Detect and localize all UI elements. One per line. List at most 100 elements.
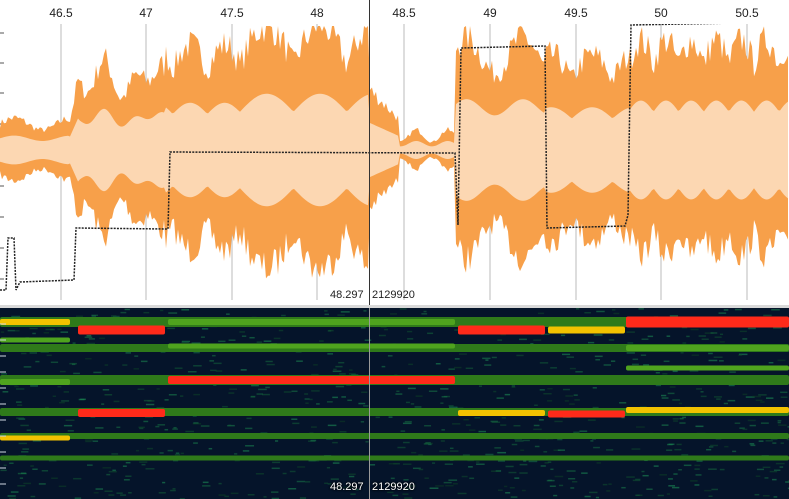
spectrogram-noise bbox=[732, 450, 737, 453]
spectrogram-noise bbox=[596, 310, 605, 313]
spectrogram-noise bbox=[93, 371, 102, 374]
spectrogram-noise bbox=[212, 354, 216, 357]
spectrogram-noise bbox=[390, 313, 397, 315]
spectrogram-sample-readout: 2129920 bbox=[372, 481, 415, 493]
pane-splitter[interactable] bbox=[0, 305, 789, 309]
spectrogram-noise bbox=[674, 448, 682, 451]
spectrogram-noise bbox=[228, 392, 235, 394]
spectrogram-noise bbox=[635, 426, 645, 428]
spectrogram-noise bbox=[160, 351, 166, 353]
spectrogram-noise bbox=[602, 483, 608, 486]
spectrogram-noise bbox=[215, 370, 223, 372]
spectrogram-noise bbox=[332, 370, 342, 373]
spectrogram-pane[interactable] bbox=[0, 308, 789, 499]
spectrogram-noise bbox=[775, 462, 785, 465]
spectrogram-noise bbox=[274, 440, 279, 442]
spectrogram-noise bbox=[167, 449, 173, 452]
spectrogram-noise bbox=[75, 315, 84, 318]
spectrogram-noise bbox=[704, 489, 712, 492]
spectrogram-noise bbox=[667, 443, 673, 446]
spectrogram-noise bbox=[533, 339, 542, 341]
spectrogram-noise bbox=[397, 446, 406, 449]
harmonic-band-hot bbox=[626, 316, 789, 328]
spectrogram-noise bbox=[310, 439, 317, 442]
spectrogram-noise bbox=[694, 464, 701, 467]
ruler-tick-label: 49 bbox=[483, 6, 497, 20]
spectrogram-noise bbox=[646, 488, 653, 490]
spectrogram-noise bbox=[777, 421, 781, 424]
spectrogram-noise bbox=[375, 416, 380, 419]
spectrogram-noise bbox=[704, 332, 714, 334]
spectrogram-noise bbox=[461, 475, 468, 478]
spectrogram-noise bbox=[708, 446, 714, 448]
ruler-tick-label: 48.5 bbox=[392, 6, 416, 20]
spectrogram-noise bbox=[110, 315, 117, 317]
spectrogram-noise bbox=[95, 427, 104, 429]
spectrogram-noise bbox=[390, 477, 395, 480]
spectrogram-noise bbox=[457, 492, 467, 495]
spectrogram-noise bbox=[59, 370, 66, 373]
spectrogram-noise bbox=[448, 405, 454, 407]
harmonic-band-warm bbox=[458, 410, 545, 416]
spectrogram-noise bbox=[157, 424, 166, 426]
spectrogram-noise bbox=[139, 427, 144, 430]
time-ruler[interactable]: 46.5 47 47.5 48 48.5 49 49.5 50 50.5 bbox=[0, 0, 789, 24]
spectrogram-noise bbox=[120, 311, 127, 314]
spectrogram-noise bbox=[412, 467, 421, 470]
spectrogram-noise bbox=[469, 429, 476, 431]
spectrogram-noise bbox=[548, 479, 553, 482]
spectrogram-noise bbox=[106, 473, 111, 476]
spectrogram-noise bbox=[402, 463, 412, 465]
spectrogram-noise bbox=[108, 494, 115, 496]
spectrogram-noise bbox=[46, 354, 52, 357]
spectrogram-noise bbox=[230, 492, 239, 495]
spectrogram-noise bbox=[683, 464, 692, 467]
spectrogram-noise bbox=[777, 359, 786, 362]
spectrogram-noise bbox=[445, 484, 454, 487]
spectrogram-noise bbox=[340, 311, 350, 313]
spectrogram-noise bbox=[229, 388, 238, 390]
spectrogram-noise bbox=[250, 396, 256, 398]
playhead-cursor[interactable] bbox=[369, 0, 370, 306]
spectrogram-noise bbox=[523, 439, 530, 442]
spectrogram-noise bbox=[708, 352, 713, 355]
spectrogram-noise bbox=[667, 392, 675, 395]
harmonic-band-faint bbox=[0, 433, 789, 439]
spectrogram-noise bbox=[387, 491, 394, 494]
spectrogram-noise bbox=[384, 328, 388, 331]
spectrogram-noise bbox=[255, 473, 264, 475]
spectrogram-noise bbox=[500, 424, 507, 426]
spectrogram-noise bbox=[521, 489, 526, 492]
spectrogram-noise bbox=[125, 352, 132, 354]
spectrogram-noise bbox=[164, 399, 169, 401]
spectrogram-noise bbox=[655, 384, 661, 387]
spectrogram-noise bbox=[9, 497, 17, 499]
spectrogram-noise bbox=[272, 461, 281, 464]
waveform-pane[interactable] bbox=[0, 0, 789, 306]
spectrogram-noise bbox=[448, 479, 458, 481]
spectrogram-noise bbox=[749, 424, 756, 427]
spectrogram-noise bbox=[86, 342, 96, 345]
spectrogram-noise bbox=[241, 335, 247, 337]
spectrogram-noise bbox=[511, 385, 516, 387]
spectrogram-noise bbox=[511, 443, 518, 446]
spectrogram-noise bbox=[423, 443, 429, 445]
spectrogram-noise bbox=[754, 493, 760, 496]
spectrogram-noise bbox=[505, 465, 514, 468]
spectrogram-noise bbox=[134, 355, 139, 357]
spectrogram-noise bbox=[780, 442, 784, 444]
spectrogram-noise bbox=[543, 451, 548, 453]
spectrogram-noise bbox=[324, 310, 328, 312]
spectrogram-noise bbox=[86, 464, 93, 466]
spectrogram-noise bbox=[408, 485, 416, 487]
spectrogram-noise bbox=[72, 342, 76, 344]
spectrogram-noise bbox=[686, 335, 690, 338]
spectrogram-noise bbox=[424, 442, 433, 445]
spectrogram-noise bbox=[120, 494, 127, 496]
spectrogram-noise bbox=[102, 467, 111, 469]
spectrogram-noise bbox=[678, 468, 682, 471]
spectrogram-noise bbox=[30, 495, 36, 498]
spectrogram-noise bbox=[339, 420, 346, 423]
spectrogram-noise bbox=[673, 420, 678, 422]
spectrogram-noise bbox=[289, 470, 296, 473]
